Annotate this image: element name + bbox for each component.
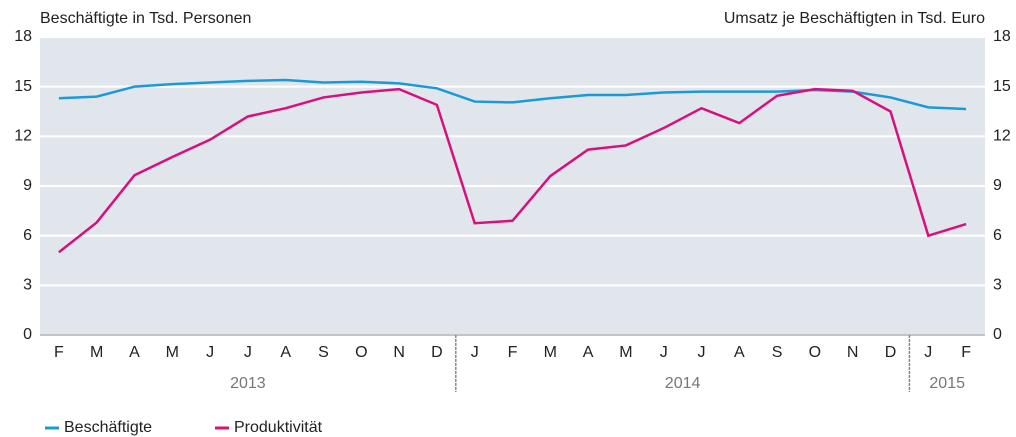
- y-tick-label: 12: [14, 128, 32, 145]
- x-tick-label: M: [544, 344, 557, 361]
- y-tick-label: 15: [14, 78, 32, 95]
- x-tick-label: N: [847, 344, 859, 361]
- x-tick-label: J: [924, 344, 932, 361]
- x-tick-label: M: [619, 344, 632, 361]
- y2-tick-label: 3: [993, 277, 1002, 294]
- y2-tick-label: 15: [993, 78, 1011, 95]
- x-tick-label: O: [355, 344, 367, 361]
- x-tick-label: J: [471, 344, 479, 361]
- line-series: [58, 87, 967, 254]
- x-tick-label: J: [244, 344, 252, 361]
- x-tick-label: F: [54, 344, 64, 361]
- x-tick-label: D: [885, 344, 897, 361]
- x-tick-label: D: [431, 344, 443, 361]
- x-tick-label: O: [809, 344, 821, 361]
- y2-tick-label: 6: [993, 227, 1002, 244]
- x-tick-label: S: [772, 344, 783, 361]
- x-tick-label: F: [508, 344, 518, 361]
- legend-label: Beschäftigte: [64, 419, 152, 436]
- x-tick-label: M: [166, 344, 179, 361]
- x-tick-label: M: [90, 344, 103, 361]
- x-tick-label: J: [660, 344, 668, 361]
- y2-tick-label: 9: [993, 177, 1002, 194]
- y2-axis-title: Umsatz je Beschäftigten in Tsd. Euro: [724, 10, 985, 27]
- x-tick-label: A: [583, 344, 594, 361]
- x-tick-label: N: [393, 344, 405, 361]
- y2-tick-label: 18: [993, 28, 1011, 45]
- x-tick-label: J: [698, 344, 706, 361]
- year-label: 2015: [929, 375, 965, 392]
- y-tick-label: 3: [23, 277, 32, 294]
- y2-tick-label: 0: [993, 326, 1002, 343]
- y-axis-title: Beschäftigte in Tsd. Personen: [40, 10, 251, 27]
- y-tick-label: 18: [14, 28, 32, 45]
- legend-label: Produktivität: [234, 419, 323, 436]
- x-tick-label: A: [129, 344, 140, 361]
- y-tick-label: 6: [23, 227, 32, 244]
- year-label: 2014: [665, 375, 701, 392]
- y2-tick-label: 12: [993, 128, 1011, 145]
- year-label: 2013: [230, 375, 266, 392]
- x-tick-label: J: [206, 344, 214, 361]
- y-tick-label: 0: [23, 326, 32, 343]
- x-tick-label: S: [318, 344, 329, 361]
- x-tick-label: A: [734, 344, 745, 361]
- x-tick-label: A: [280, 344, 291, 361]
- y-tick-label: 9: [23, 177, 32, 194]
- x-tick-label: F: [961, 344, 971, 361]
